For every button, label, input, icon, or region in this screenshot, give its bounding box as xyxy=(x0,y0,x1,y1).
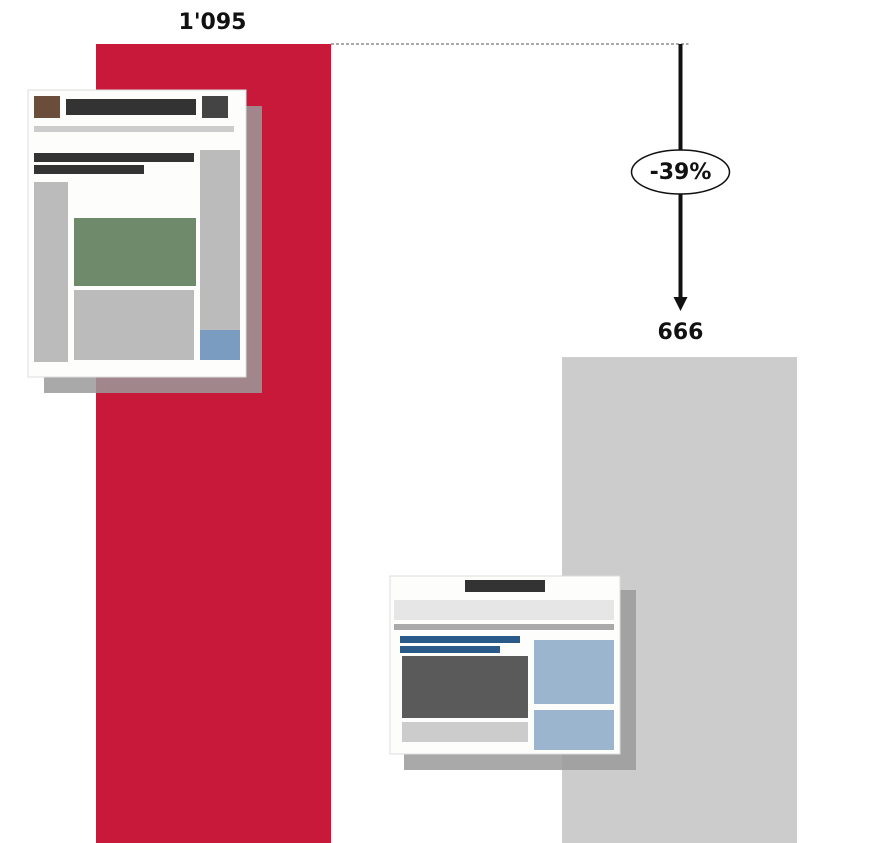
change-label: -39% xyxy=(650,160,712,185)
value-label: 666 xyxy=(658,320,704,345)
print-thumbnail xyxy=(27,89,262,393)
value-label: 1'095 xyxy=(179,10,247,35)
annotation-bubble xyxy=(630,149,731,195)
annotation: -39% xyxy=(331,43,731,312)
arrow-head xyxy=(673,297,688,312)
web-thumbnail xyxy=(389,575,636,770)
